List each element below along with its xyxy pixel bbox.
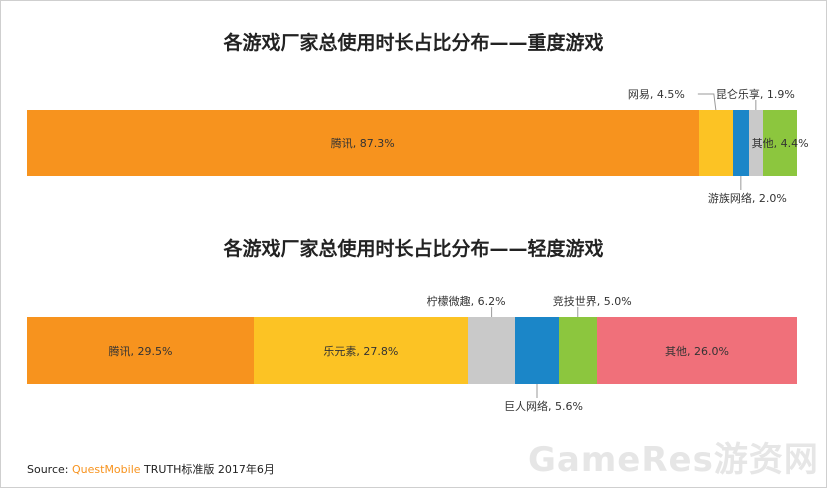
bar-segment-0-0: 腾讯, 87.3% (27, 110, 699, 176)
watermark: GameRes游资网 (528, 440, 819, 480)
segment-label: 乐元素, 27.8% (323, 344, 399, 358)
segment-label-external: 柠檬微趣, 6.2% (426, 295, 506, 308)
segment-label: 其他, 4.4% (751, 137, 809, 150)
source-note: Source: QuestMobile TRUTH标准版 2017年6月 (27, 461, 275, 477)
segment-label: 其他, 26.0% (665, 344, 729, 358)
segment-label-external: 网易, 4.5% (627, 88, 685, 101)
source-text: TRUTH标准版 2017年6月 (144, 463, 275, 476)
chart-title-light: 各游戏厂家总使用时长占比分布——轻度游戏 (223, 238, 604, 260)
segment-label: 腾讯, 87.3% (330, 137, 395, 150)
stacked-bar-light: 腾讯, 29.5% 乐元素, 27.8% 其他, 26.0% (27, 317, 797, 384)
bar-segment-0-2 (733, 110, 749, 176)
segment-label-external: 竞技世界, 5.0% (552, 295, 632, 308)
bar-segment-1-1: 乐元素, 27.8% (253, 317, 468, 384)
bar-segment-1-2 (467, 317, 516, 384)
bar-segment-0-1 (698, 110, 734, 176)
source-brand: QuestMobile (72, 463, 141, 476)
bar-segment-0-3 (748, 110, 764, 176)
segment-label-external: 巨人网络, 5.6% (504, 400, 583, 413)
source-key: Source: (27, 463, 69, 476)
segment-label-external: 游族网络, 2.0% (707, 192, 787, 205)
segment-label-external: 昆仑乐享, 1.9% (715, 88, 795, 101)
bar-segment-1-4 (558, 317, 597, 384)
bar-segment-0-4: 其他, 4.4% (752, 110, 809, 176)
chart-title-heavy: 各游戏厂家总使用时长占比分布——重度游戏 (223, 32, 604, 54)
bar-segment-1-3 (515, 317, 559, 384)
segment-label: 腾讯, 29.5% (108, 344, 173, 358)
bar-segment-1-5: 其他, 26.0% (596, 317, 797, 384)
stacked-bar-heavy: 腾讯, 87.3% 其他, 4.4% (27, 110, 809, 176)
bar-segment-1-0: 腾讯, 29.5% (27, 317, 254, 384)
